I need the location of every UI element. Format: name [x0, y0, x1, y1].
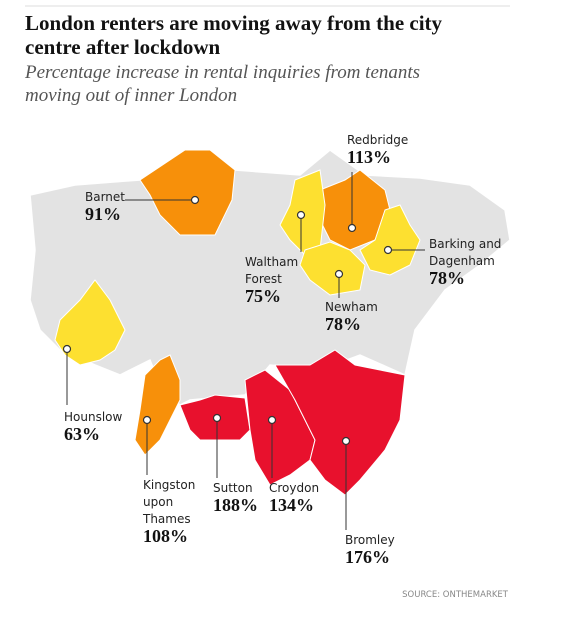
marker [341, 436, 351, 446]
region-shape [54, 279, 126, 366]
marker [190, 195, 200, 205]
marker [142, 415, 152, 425]
region-name: Waltham [245, 255, 298, 269]
region-shape [299, 241, 366, 296]
region-value: 91% [85, 204, 121, 224]
region-name: Croydon [269, 481, 319, 495]
region-name: Hounslow [64, 410, 123, 424]
marker [62, 344, 72, 354]
region-shape [134, 354, 181, 456]
source: SOURCE: ONTHEMARKET [402, 590, 509, 600]
region-name: Forest [245, 272, 282, 286]
title: London renters are moving away from the … [25, 11, 443, 35]
region-shape [274, 349, 406, 496]
region-value: 188% [213, 495, 258, 515]
title: centre after lockdown [25, 35, 221, 59]
region-value: 63% [64, 424, 100, 444]
marker [296, 210, 306, 220]
region-shape [139, 149, 236, 236]
region-name: upon [143, 495, 173, 509]
region-name: Barnet [85, 190, 125, 204]
region-value: 78% [429, 268, 465, 288]
region-value: 78% [325, 314, 361, 334]
region-name: Kingston [143, 478, 195, 492]
region-name: Redbridge [347, 133, 408, 147]
marker [267, 415, 277, 425]
marker [347, 223, 357, 233]
region-name: Newham [325, 300, 378, 314]
region-name: Sutton [213, 481, 253, 495]
region-shape [244, 369, 316, 486]
region-name: Barking and [429, 237, 501, 251]
region-value: 113% [347, 147, 391, 167]
region-name: Dagenham [429, 254, 495, 268]
region-name: Thames [142, 512, 191, 526]
region-name: Bromley [345, 533, 395, 547]
region-value: 134% [269, 495, 314, 515]
subtitle: moving out of inner London [25, 85, 237, 106]
region-value: 176% [345, 547, 390, 567]
marker [212, 413, 222, 423]
regions [54, 149, 421, 496]
marker [383, 245, 393, 255]
region-shape [359, 204, 421, 276]
region-value: 108% [143, 526, 188, 546]
subtitle: Percentage increase in rental inquiries … [24, 62, 420, 83]
region-value: 75% [245, 286, 281, 306]
marker [334, 269, 344, 279]
